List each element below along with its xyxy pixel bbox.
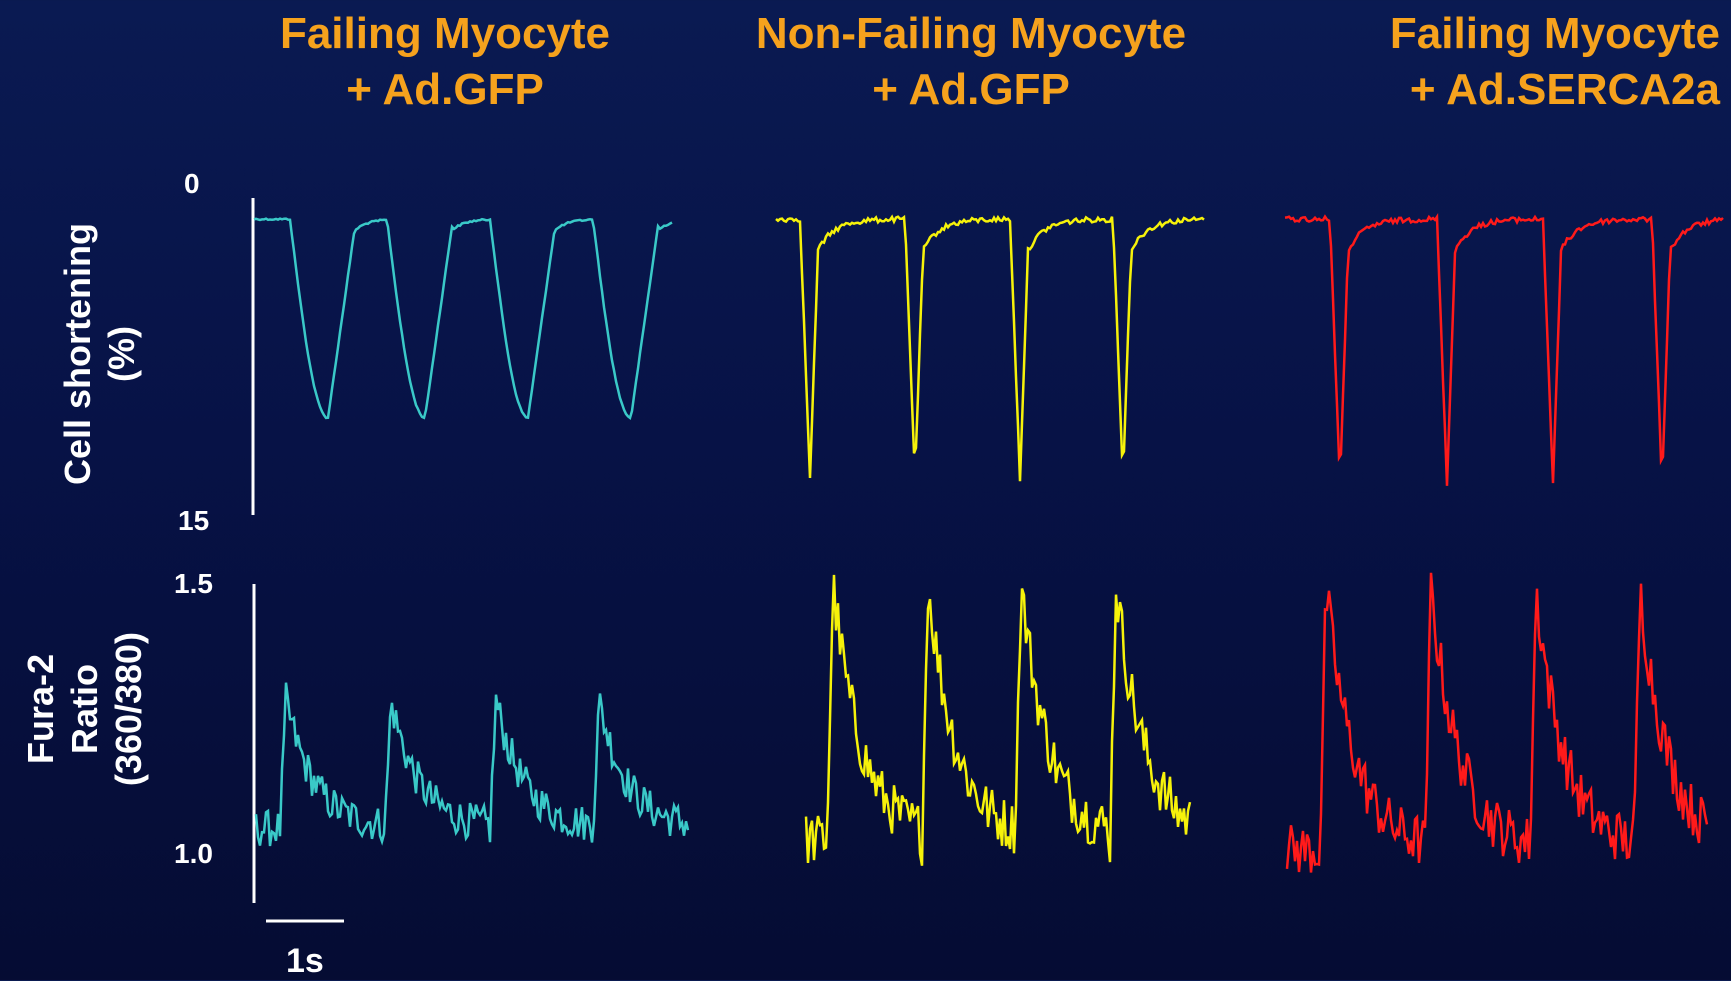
panel-title-line2: + Ad.GFP xyxy=(872,65,1070,114)
panel-title-line1: Non-Failing Myocyte xyxy=(755,9,1187,58)
fura-trace-3 xyxy=(1285,572,1709,873)
panel-title-line2: + Ad.SERCA2a xyxy=(1409,65,1720,114)
fura-tick-top: 1.5 xyxy=(174,568,213,599)
panel-title-line1: Failing Myocyte xyxy=(279,9,611,58)
scale-bar-label: 1s xyxy=(286,942,324,980)
fura-trace-2 xyxy=(804,574,1192,866)
panel-title-failing-serca: Failing Myocyte + Ad.SERCA2a xyxy=(1300,6,1720,118)
panel-title-nonfailing-gfp: Non-Failing Myocyte + Ad.GFP xyxy=(731,6,1211,118)
panel-title-line1: Failing Myocyte xyxy=(1389,9,1720,58)
shortening-tick-top: 0 xyxy=(184,168,200,199)
shortening-tick-bottom: 15 xyxy=(178,505,210,536)
shortening-trace-2 xyxy=(775,214,1205,482)
fura-trace-1 xyxy=(254,682,690,847)
panel-title-failing-gfp: Failing Myocyte + Ad.GFP xyxy=(245,6,645,118)
shortening-trace-3 xyxy=(1284,212,1724,486)
fura-tick-bottom: 1.0 xyxy=(174,838,213,869)
shortening-trace-1 xyxy=(253,217,673,421)
panel-title-line2: + Ad.GFP xyxy=(346,65,544,114)
